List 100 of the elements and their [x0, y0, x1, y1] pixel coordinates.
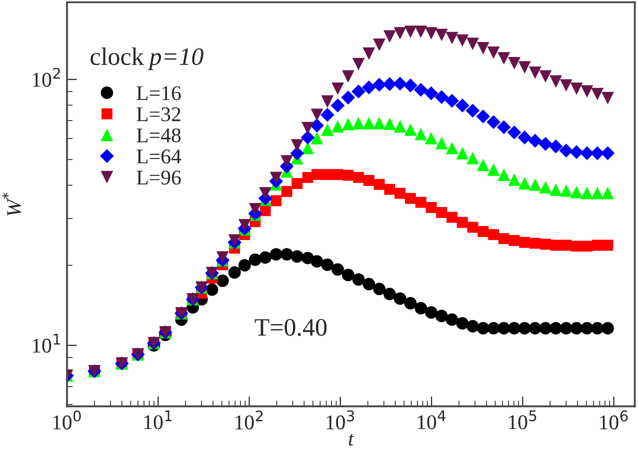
point — [259, 251, 272, 264]
point — [466, 38, 479, 50]
point — [446, 313, 458, 326]
point — [216, 251, 229, 264]
point — [425, 27, 438, 40]
legend-label: L=32 — [136, 107, 180, 122]
point — [362, 80, 376, 94]
point — [476, 322, 490, 334]
point — [570, 186, 583, 198]
point — [415, 196, 426, 208]
point — [414, 82, 428, 97]
point — [404, 78, 418, 92]
point — [425, 132, 438, 144]
x-tick-label: 10$^{4}$ — [418, 410, 446, 430]
point — [466, 104, 480, 118]
point — [446, 32, 458, 44]
point — [602, 240, 614, 251]
point — [238, 259, 251, 272]
point — [394, 120, 406, 133]
point — [352, 58, 365, 70]
x-tick-label: 10$^{0}$ — [53, 410, 81, 430]
point — [570, 82, 583, 95]
point — [487, 46, 500, 59]
point — [446, 142, 458, 154]
point — [228, 266, 241, 279]
point — [321, 258, 334, 271]
point — [478, 226, 489, 237]
point — [238, 219, 251, 232]
point — [320, 108, 334, 122]
point — [487, 163, 500, 176]
point — [498, 168, 510, 181]
point — [373, 38, 386, 51]
point — [342, 268, 354, 282]
point — [488, 229, 500, 240]
legend-label: L=16 — [136, 86, 181, 100]
point — [486, 115, 500, 130]
point — [508, 322, 520, 334]
point — [332, 120, 344, 133]
x-tick-label: 10$^{5}$ — [508, 410, 536, 430]
point — [394, 188, 406, 199]
point — [394, 292, 406, 305]
point — [353, 172, 364, 183]
point — [456, 216, 468, 228]
point — [456, 317, 469, 330]
point — [602, 92, 614, 104]
annotation: T=0.40 — [254, 318, 327, 336]
point — [394, 27, 406, 40]
point — [382, 77, 397, 92]
point — [528, 134, 542, 148]
point — [435, 136, 448, 150]
point — [414, 302, 428, 314]
point — [496, 120, 511, 134]
point — [570, 322, 583, 334]
point — [528, 66, 542, 79]
point — [425, 306, 438, 319]
point — [591, 88, 604, 100]
x-tick-label: 10$^{2}$ — [236, 410, 263, 430]
point — [414, 128, 428, 140]
point — [404, 297, 417, 310]
point — [310, 132, 324, 144]
x-tick-label: 10$^{1}$ — [144, 410, 172, 430]
point — [570, 145, 584, 160]
point — [476, 109, 490, 124]
point — [332, 169, 344, 180]
point — [259, 187, 272, 200]
point — [270, 195, 282, 206]
point — [518, 177, 531, 190]
point — [290, 139, 304, 152]
point — [322, 169, 333, 180]
point — [435, 310, 448, 322]
x-axis-title: t — [348, 434, 354, 446]
y-axis-title: W$^{*}$ — [2, 192, 22, 216]
point — [270, 248, 282, 261]
point — [383, 30, 396, 43]
point — [362, 47, 376, 60]
point — [352, 273, 365, 286]
point — [363, 174, 374, 186]
point — [539, 70, 552, 83]
point — [302, 122, 314, 134]
point — [498, 52, 510, 65]
point — [518, 322, 531, 334]
point — [550, 183, 562, 196]
point — [600, 146, 615, 160]
point — [342, 118, 354, 130]
x-tick-label: 10$^{6}$ — [600, 410, 628, 430]
point — [435, 28, 448, 42]
point — [393, 76, 407, 91]
point — [466, 320, 479, 332]
point — [332, 263, 344, 276]
point — [559, 144, 574, 158]
point — [508, 57, 520, 70]
point — [290, 250, 304, 263]
point — [571, 240, 582, 252]
point — [342, 170, 354, 181]
point — [426, 202, 437, 213]
point — [352, 84, 366, 98]
point — [362, 116, 376, 130]
point — [300, 130, 315, 144]
point — [352, 116, 365, 130]
point — [560, 184, 572, 197]
